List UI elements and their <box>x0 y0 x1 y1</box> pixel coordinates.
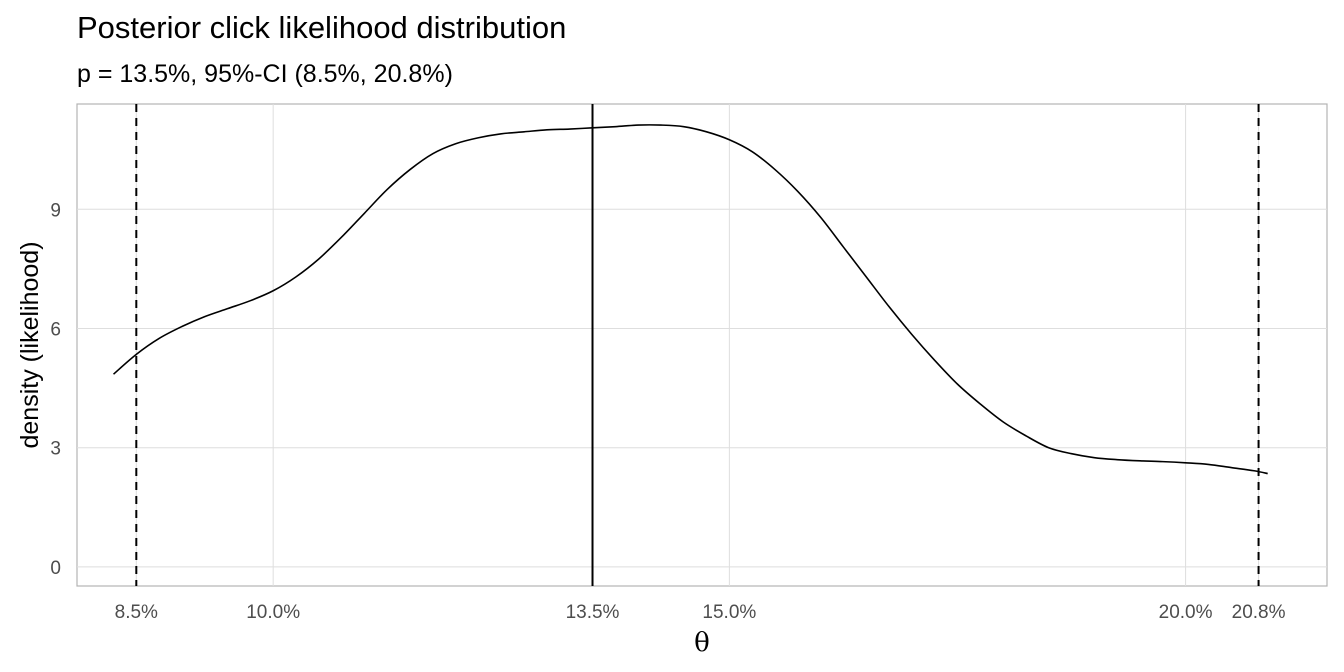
y-tick-label: 3 <box>50 439 61 460</box>
x-tick-label: 8.5% <box>115 602 158 623</box>
plot-panel <box>76 103 1328 587</box>
x-tick-label: 13.5% <box>566 602 620 623</box>
x-tick-label: 20.8% <box>1232 602 1286 623</box>
tick-labels: 0 3 6 9 8.5% 10.0% 13.5% 15.0% 20.0% 20.8% <box>50 200 1285 623</box>
x-axis-title: θ <box>694 628 710 658</box>
reference-lines <box>135 104 1260 586</box>
y-axis-title: density (likelihood) <box>16 241 44 448</box>
density-curve-layer <box>112 124 1268 475</box>
x-tick-label: 20.0% <box>1159 602 1213 623</box>
y-tick-label: 9 <box>50 200 61 221</box>
chart-subtitle: p = 13.5%, 95%-CI (8.5%, 20.8%) <box>77 60 453 88</box>
chart-title: Posterior click likelihood distribution <box>77 10 567 45</box>
x-tick-label: 10.0% <box>246 602 300 623</box>
y-tick-label: 6 <box>50 320 61 341</box>
x-tick-label: 15.0% <box>702 602 756 623</box>
y-tick-label: 0 <box>50 558 61 579</box>
density-curve <box>112 124 1268 475</box>
